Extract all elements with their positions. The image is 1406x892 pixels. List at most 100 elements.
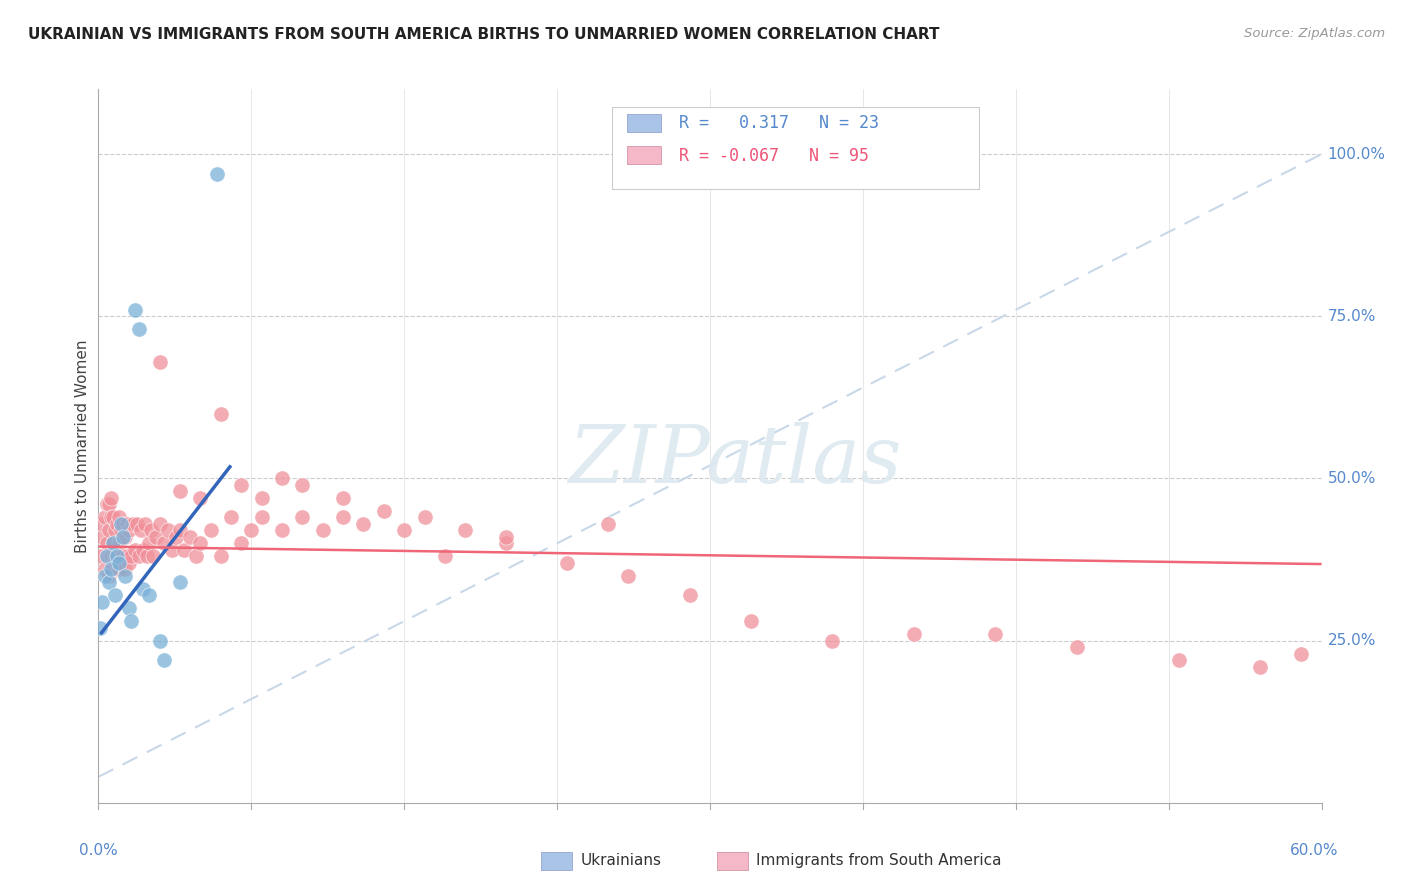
- Point: [114, 562, 136, 576]
- Point: [312, 524, 335, 538]
- Point: [219, 510, 242, 524]
- Point: [96, 549, 118, 564]
- Point: [186, 549, 208, 564]
- Point: [555, 556, 579, 570]
- Point: [115, 549, 138, 564]
- Point: [120, 549, 142, 564]
- Point: [149, 354, 172, 368]
- Point: [250, 510, 273, 524]
- Point: [188, 491, 212, 505]
- Point: [270, 471, 294, 485]
- Point: [145, 530, 167, 544]
- Point: [495, 536, 517, 550]
- Point: [413, 510, 436, 524]
- Point: [291, 478, 314, 492]
- Point: [352, 516, 374, 531]
- Point: [101, 510, 124, 524]
- Point: [104, 549, 127, 564]
- Text: ZIPatlas: ZIPatlas: [568, 422, 901, 499]
- Point: [91, 516, 114, 531]
- Point: [141, 524, 163, 538]
- Point: [156, 524, 179, 538]
- Point: [240, 524, 263, 538]
- Text: R = -0.067   N = 95: R = -0.067 N = 95: [679, 146, 869, 164]
- Point: [250, 491, 273, 505]
- Point: [100, 510, 122, 524]
- Text: 0.0%: 0.0%: [79, 843, 118, 858]
- Text: 75.0%: 75.0%: [1327, 309, 1376, 324]
- Point: [160, 542, 183, 557]
- Point: [110, 524, 132, 538]
- Point: [169, 575, 191, 590]
- Point: [129, 524, 152, 538]
- Point: [740, 614, 762, 628]
- Text: 100.0%: 100.0%: [1327, 146, 1386, 161]
- Text: UKRAINIAN VS IMMIGRANTS FROM SOUTH AMERICA BIRTHS TO UNMARRIED WOMEN CORRELATION: UKRAINIAN VS IMMIGRANTS FROM SOUTH AMERI…: [28, 27, 939, 42]
- Point: [105, 556, 128, 570]
- Point: [111, 516, 134, 531]
- Point: [120, 614, 142, 628]
- Point: [373, 504, 395, 518]
- Point: [205, 167, 228, 181]
- Point: [152, 536, 174, 550]
- Text: 25.0%: 25.0%: [1327, 633, 1376, 648]
- Point: [149, 633, 172, 648]
- Point: [984, 627, 1007, 641]
- Point: [200, 524, 222, 538]
- Point: [270, 524, 294, 538]
- Point: [128, 322, 150, 336]
- Point: [100, 549, 122, 564]
- Point: [93, 568, 115, 582]
- Point: [104, 588, 127, 602]
- Point: [101, 536, 124, 550]
- Point: [97, 497, 120, 511]
- Point: [434, 549, 457, 564]
- Point: [115, 516, 138, 531]
- Point: [231, 478, 253, 492]
- Y-axis label: Births to Unmarried Women: Births to Unmarried Women: [75, 339, 90, 553]
- Point: [152, 653, 174, 667]
- Text: Immigrants from South America: Immigrants from South America: [756, 854, 1002, 868]
- Point: [136, 549, 159, 564]
- Point: [142, 549, 165, 564]
- Point: [598, 516, 620, 531]
- Point: [97, 575, 120, 590]
- Point: [132, 542, 155, 557]
- Point: [454, 524, 477, 538]
- Point: [128, 549, 150, 564]
- Bar: [627, 146, 661, 164]
- Point: [91, 595, 114, 609]
- Text: R =   0.317   N = 23: R = 0.317 N = 23: [679, 114, 879, 132]
- Point: [165, 530, 187, 544]
- Point: [291, 510, 314, 524]
- Point: [124, 302, 146, 317]
- Point: [110, 516, 132, 531]
- Point: [108, 562, 131, 576]
- Point: [332, 491, 354, 505]
- Point: [124, 542, 146, 557]
- Point: [179, 530, 201, 544]
- FancyBboxPatch shape: [612, 107, 979, 189]
- Point: [101, 562, 124, 576]
- Text: 60.0%: 60.0%: [1291, 843, 1339, 858]
- Point: [101, 536, 124, 550]
- Point: [100, 562, 122, 576]
- Bar: [627, 114, 661, 132]
- Point: [118, 556, 141, 570]
- Point: [96, 536, 118, 550]
- Point: [1291, 647, 1313, 661]
- Point: [89, 621, 111, 635]
- Point: [138, 536, 160, 550]
- Text: 50.0%: 50.0%: [1327, 471, 1376, 486]
- Point: [118, 601, 141, 615]
- Point: [149, 516, 172, 531]
- Point: [105, 516, 128, 531]
- Point: [108, 536, 131, 550]
- Text: Ukrainians: Ukrainians: [581, 854, 662, 868]
- Point: [108, 556, 131, 570]
- Point: [104, 524, 127, 538]
- Point: [173, 542, 195, 557]
- Point: [903, 627, 925, 641]
- Point: [111, 549, 134, 564]
- Point: [111, 530, 134, 544]
